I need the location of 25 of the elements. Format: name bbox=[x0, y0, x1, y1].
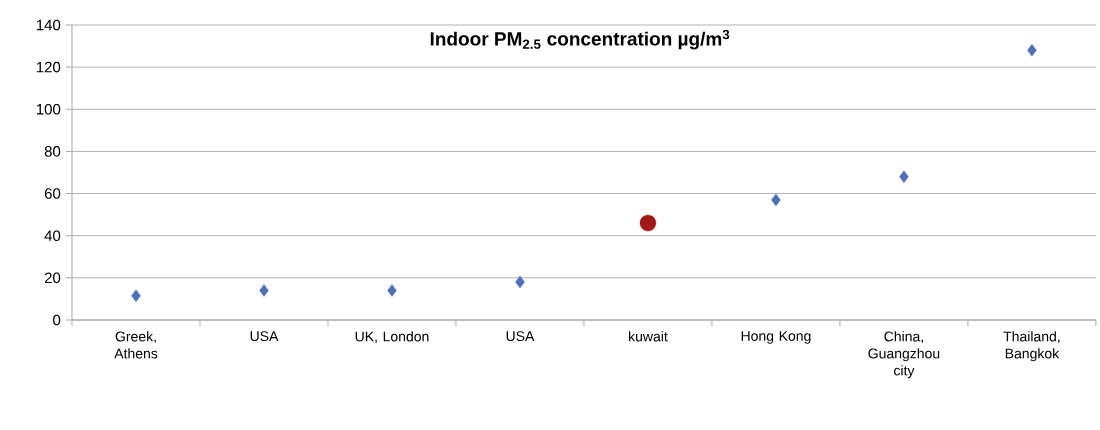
point bbox=[515, 275, 525, 289]
x-tick-label: China, Guangzhou city bbox=[868, 331, 940, 379]
x-tick-label: UK, London bbox=[355, 331, 429, 344]
y-tick-label: 60 bbox=[44, 188, 61, 199]
y-tick-label: 100 bbox=[36, 103, 61, 115]
point bbox=[899, 170, 909, 183]
point bbox=[131, 289, 141, 302]
point bbox=[639, 214, 657, 232]
x-tick-label: USA bbox=[250, 331, 279, 342]
x-tick-label: Greek, Athens bbox=[114, 331, 158, 359]
point bbox=[259, 284, 269, 297]
y-tick-label: 20 bbox=[44, 272, 61, 284]
x-tick-label: USA bbox=[506, 331, 535, 342]
chart-title: Indoor PM$_{2.5}$ concentration µg/m$^{3}$ bbox=[430, 29, 730, 50]
point bbox=[1027, 44, 1037, 57]
x-tick-label: Thailand, Bangkok bbox=[1003, 331, 1060, 362]
y-tick-label: 0 bbox=[53, 314, 61, 326]
y-tick-label: 120 bbox=[36, 61, 61, 73]
y-tick-label: 40 bbox=[44, 230, 61, 242]
x-tick-label: kuwait bbox=[629, 331, 668, 342]
y-tick-label: 80 bbox=[44, 146, 61, 157]
point bbox=[771, 193, 781, 207]
point bbox=[387, 284, 397, 297]
y-tick-label: 140 bbox=[36, 19, 61, 31]
x-tick-label: Hong Kong bbox=[741, 331, 811, 344]
